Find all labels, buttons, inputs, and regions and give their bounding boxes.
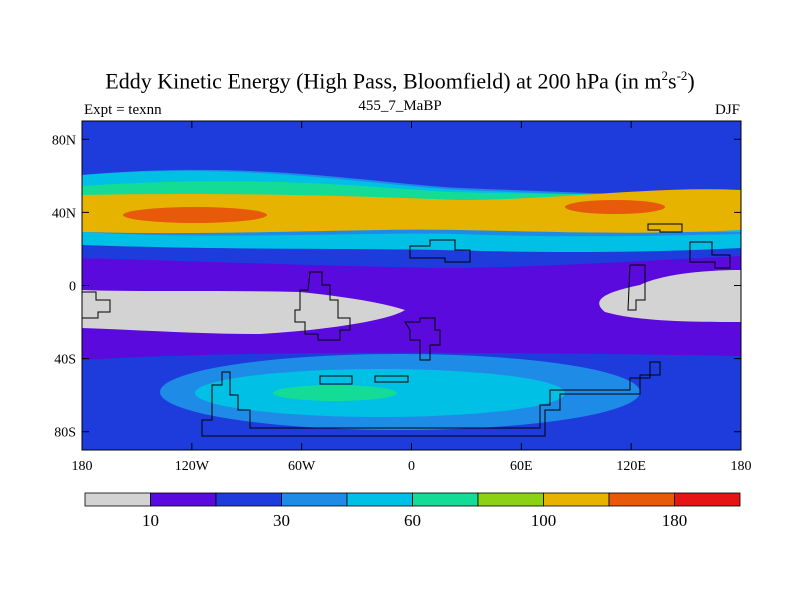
colorbar-swatch	[477, 492, 544, 507]
field-jet-core-east	[565, 200, 665, 214]
colorbar-swatch	[150, 492, 217, 507]
x-tick-label: 60E	[510, 459, 533, 474]
season-label: DJF	[714, 102, 740, 118]
field-south-green	[273, 385, 397, 401]
field-jet-yellow	[82, 189, 741, 234]
map-plot	[82, 121, 741, 450]
x-tick-label: 120E	[616, 459, 646, 474]
coastline-island-2	[374, 375, 409, 383]
x-tick-label: 180	[72, 459, 93, 474]
field-jet-core-west	[123, 207, 267, 223]
x-tick-label: 60W	[288, 459, 316, 474]
coastline-asia	[647, 223, 683, 233]
axis-ticks: 180 120W 60W 0 60E 120E 180 80N 40N 0 40S 80S	[52, 121, 752, 474]
y-tick-label: 80N	[52, 133, 76, 148]
coastline-island-1	[319, 375, 353, 385]
colorbar-swatch	[346, 492, 413, 507]
colorbar-swatch	[281, 492, 348, 507]
field-trop-purple	[82, 256, 741, 362]
experiment-label: Expt = texnn	[84, 102, 162, 118]
colorbar-swatch	[412, 492, 479, 507]
colorbar: 10 30 60 100 180	[84, 492, 741, 530]
colorbar-label: 30	[273, 511, 290, 530]
colorbar-swatch	[543, 492, 610, 507]
field-gray-west	[82, 290, 405, 334]
x-tick-label: 120W	[175, 459, 210, 474]
colorbar-label: 180	[662, 511, 688, 530]
coastline-southwest	[82, 291, 111, 319]
field-gray-east	[599, 270, 741, 322]
colorbar-label: 10	[142, 511, 159, 530]
chart-subtitle: 455_7_MaBP	[358, 98, 442, 114]
colorbar-swatch	[84, 492, 151, 507]
field-upper-blue	[82, 121, 741, 200]
coastline-africa-south	[404, 317, 441, 361]
y-tick-label: 40N	[52, 206, 76, 221]
colorbar-label: 100	[531, 511, 557, 530]
y-tick-label: 0	[69, 280, 76, 295]
x-tick-label: 0	[408, 459, 415, 474]
y-tick-label: 40S	[54, 353, 76, 368]
colorbar-swatch	[215, 492, 282, 507]
y-tick-label: 80S	[54, 426, 76, 441]
coastline-india-sea	[627, 264, 646, 311]
colorbar-label: 60	[404, 511, 421, 530]
coastline-australia	[689, 241, 731, 269]
chart-title: Eddy Kinetic Energy (High Pass, Bloomfie…	[105, 68, 695, 94]
coastlines	[82, 223, 731, 437]
x-tick-label: 180	[731, 459, 752, 474]
coastline-south-america	[294, 271, 351, 341]
colorbar-swatch	[608, 492, 675, 507]
colorbar-swatch	[674, 492, 741, 507]
field-lower-cyan-band	[82, 232, 741, 253]
coastline-antarctica	[201, 361, 661, 437]
coastline-africa	[409, 239, 471, 263]
